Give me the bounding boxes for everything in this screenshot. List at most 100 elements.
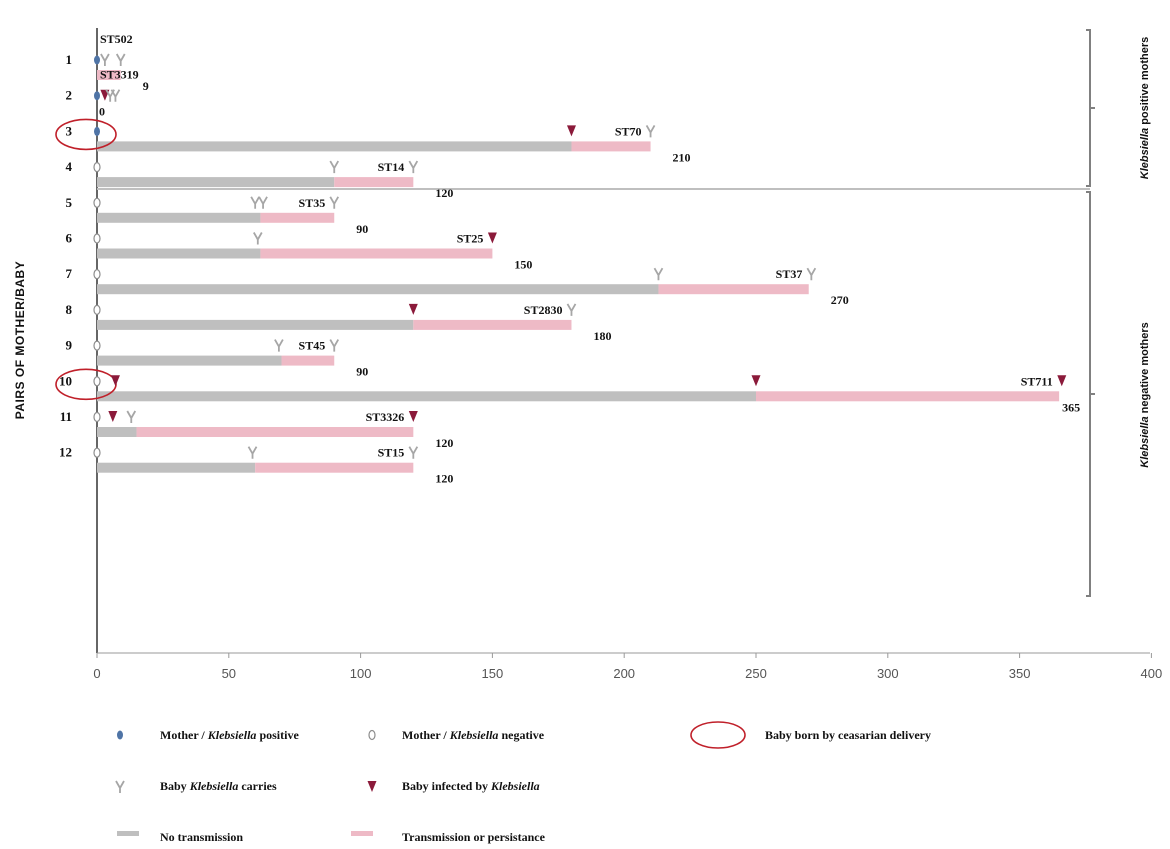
x-tick-label: 150: [482, 666, 504, 681]
legend-label-part: Baby infected by: [402, 779, 491, 793]
x-tick-label: 400: [1141, 666, 1163, 681]
carrier-glyph: [806, 267, 817, 281]
duration-label: 150: [514, 258, 532, 272]
baby-infected-marker: [1057, 375, 1067, 387]
caesarean-circle: [55, 118, 117, 151]
x-ticks: 0 50 100 150 200 250 300 350 400: [93, 653, 1162, 681]
group-label-italic: Klebsiella: [1139, 128, 1151, 179]
transmission-bar: [756, 391, 1060, 402]
legend-label-part: Mother /: [402, 728, 450, 742]
pair-row-3: 3 ST70 210: [55, 118, 691, 164]
mother-negative-marker: [93, 162, 101, 173]
legend-item-baby_carrier: Baby Klebsiella carries: [115, 779, 277, 793]
mother-positive-marker: [94, 126, 100, 136]
legend-item-transmission: Transmission or persistance: [351, 830, 546, 844]
legend-label-part: Baby: [160, 779, 190, 793]
x-tick-label: 300: [877, 666, 899, 681]
carrier-glyph: [566, 303, 577, 316]
baby-carrier-marker: [806, 267, 817, 281]
st-label: ST15: [378, 446, 405, 460]
mother-negative-marker: [93, 269, 101, 280]
st-label: ST14: [378, 160, 405, 174]
legend-label: Baby Klebsiella carries: [160, 779, 277, 793]
legend-swatch: [351, 831, 373, 836]
carrier-glyph: [274, 339, 284, 352]
baby-carrier-marker: [100, 53, 110, 66]
x-tick-label: 200: [613, 666, 635, 681]
st-label: ST2830: [524, 303, 563, 317]
baby-infected-marker: [108, 411, 118, 422]
x-tick-label: 250: [745, 666, 767, 681]
carrier-glyph: [329, 160, 340, 174]
duration-label: 90: [356, 365, 368, 379]
st-label: ST3319: [100, 68, 139, 82]
baby-carrier-marker: [250, 196, 260, 209]
carrier-glyph: [110, 89, 121, 102]
legend-swatch: [368, 729, 376, 741]
baby-infected-marker: [751, 375, 761, 387]
no-transmission-bar: [97, 248, 261, 259]
carrier-glyph: [126, 410, 137, 423]
legend-label: Baby born by ceasarian delivery: [765, 728, 931, 742]
legend-item-caesarean: Baby born by ceasarian delivery: [690, 721, 931, 749]
baby-carrier-marker: [408, 446, 419, 459]
legend-label: Baby infected by Klebsiella: [402, 779, 540, 793]
mother-negative-marker: [93, 197, 101, 208]
transmission-bar: [97, 70, 121, 80]
x-tick-label: 0: [93, 666, 100, 681]
pair-label: 12: [59, 445, 72, 460]
duration-label: 90: [356, 222, 368, 236]
baby-carrier-marker: [408, 160, 419, 174]
legend-label-part: Transmission or persistance: [402, 830, 546, 844]
transmission-bar: [260, 212, 335, 223]
pair-row-12: 12 ST15 120: [59, 445, 453, 486]
x-tick-label: 50: [222, 666, 236, 681]
carrier-glyph: [115, 780, 125, 793]
no-transmission-bar: [97, 319, 414, 330]
x-tick-label: 100: [350, 666, 372, 681]
legend-label-part: Klebsiella: [189, 779, 239, 793]
legend-label: Mother / Klebsiella negative: [402, 728, 545, 742]
pair-row-1: 1 ST502 9: [66, 32, 149, 93]
st-label: ST711: [1021, 374, 1053, 388]
carrier-glyph: [250, 196, 260, 209]
legend-label-part: Klebsiella: [207, 728, 257, 742]
st-label: ST37: [776, 267, 803, 281]
legend-swatch: [367, 781, 377, 792]
pair-row-10: 10 ST711 365: [55, 368, 1080, 414]
baby-carrier-marker: [110, 89, 121, 102]
carrier-glyph: [253, 232, 263, 245]
group-label-rest: positive mothers: [1139, 37, 1151, 128]
pair-label: 10: [59, 373, 72, 388]
pair-row-2: 2 ST3319 0: [66, 68, 139, 119]
legend-label-part: Baby born by ceasarian delivery: [765, 728, 931, 742]
duration-label: 9: [143, 79, 149, 93]
pair-label: 9: [66, 338, 73, 353]
y-axis-label: PAIRS OF MOTHER/BABY: [13, 261, 27, 419]
transmission-bar: [658, 284, 809, 295]
pair-rows: 1 ST502 9 2 ST3319 0 3 ST70 210 4 ST14 120 5 ST35 90 6 S…: [55, 32, 1080, 486]
carrier-glyph: [329, 339, 340, 352]
transmission-bar: [571, 141, 651, 152]
group-label: Klebsiella positive mothers: [1139, 37, 1151, 179]
no-transmission-bar: [97, 355, 282, 366]
pair-label: 5: [66, 195, 73, 210]
st-label: ST35: [299, 196, 326, 210]
baby-infected-marker: [408, 303, 418, 315]
duration-label: 270: [831, 293, 849, 307]
baby-carrier-marker: [329, 339, 340, 352]
legend-item-baby_infected: Baby infected by Klebsiella: [367, 779, 540, 793]
baby-carrier-marker: [329, 160, 340, 174]
duration-label: 120: [435, 472, 453, 486]
legend-label: Mother / Klebsiella positive: [160, 728, 299, 742]
pair-label: 11: [60, 409, 72, 424]
duration-label: 120: [435, 436, 453, 450]
legend-label-part: Klebsiella: [490, 779, 540, 793]
baby-carrier-marker: [274, 339, 284, 352]
no-transmission-bar: [97, 284, 659, 295]
baby-carrier-marker: [653, 267, 664, 281]
pair-row-8: 8 ST2830 180: [66, 302, 612, 343]
plot-area: 0 50 100 150 200 250 300 350 400 1ST50292ST33190…: [55, 28, 1162, 681]
legend-label-part: positive: [256, 728, 299, 742]
